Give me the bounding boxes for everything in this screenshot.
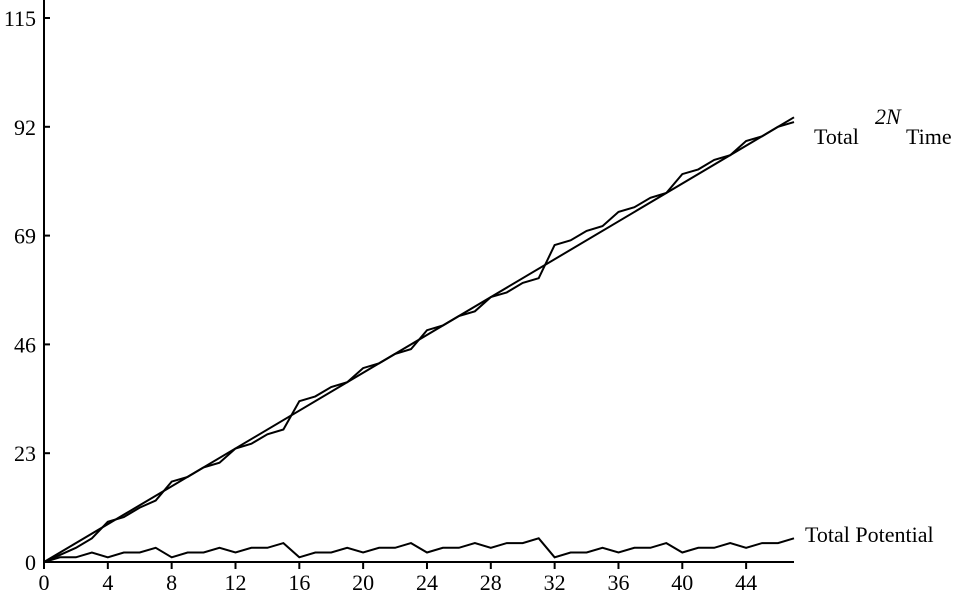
x-tick-label: 28 <box>480 570 502 592</box>
x-tick-label: 0 <box>39 570 50 592</box>
y-axis-ticks: 0 23 46 69 92 115 <box>4 6 50 575</box>
y-tick-label: 92 <box>14 115 36 140</box>
x-tick-label: 36 <box>607 570 629 592</box>
x-tick-label: 12 <box>224 570 246 592</box>
series-line-total-time <box>43 121 795 563</box>
x-tick-label: 32 <box>544 570 566 592</box>
x-tick-label: 20 <box>352 570 374 592</box>
series-label-total-time-prefix: Total <box>814 124 859 149</box>
y-tick-label: 0 <box>25 550 36 575</box>
series-lines <box>43 116 795 563</box>
x-tick-label: 16 <box>288 570 310 592</box>
x-tick-label: 8 <box>166 570 177 592</box>
y-tick-label: 23 <box>14 441 36 466</box>
series-label-total-time-superscript: 2N <box>875 104 902 129</box>
x-tick-label: 44 <box>735 570 757 592</box>
x-tick-label: 40 <box>671 570 693 592</box>
series-line-total-potential <box>43 537 795 563</box>
x-tick-label: 24 <box>416 570 438 592</box>
y-tick-label: 46 <box>14 332 36 357</box>
y-tick-label: 69 <box>14 224 36 249</box>
x-tick-label: 4 <box>102 570 113 592</box>
series-label-total-time-suffix: Time <box>906 124 952 149</box>
series-label-total-potential: Total Potential <box>805 522 934 547</box>
x-axis-ticks: 0 4 8 12 16 20 24 28 32 36 40 44 <box>39 562 757 592</box>
y-tick-label: 115 <box>4 6 36 31</box>
